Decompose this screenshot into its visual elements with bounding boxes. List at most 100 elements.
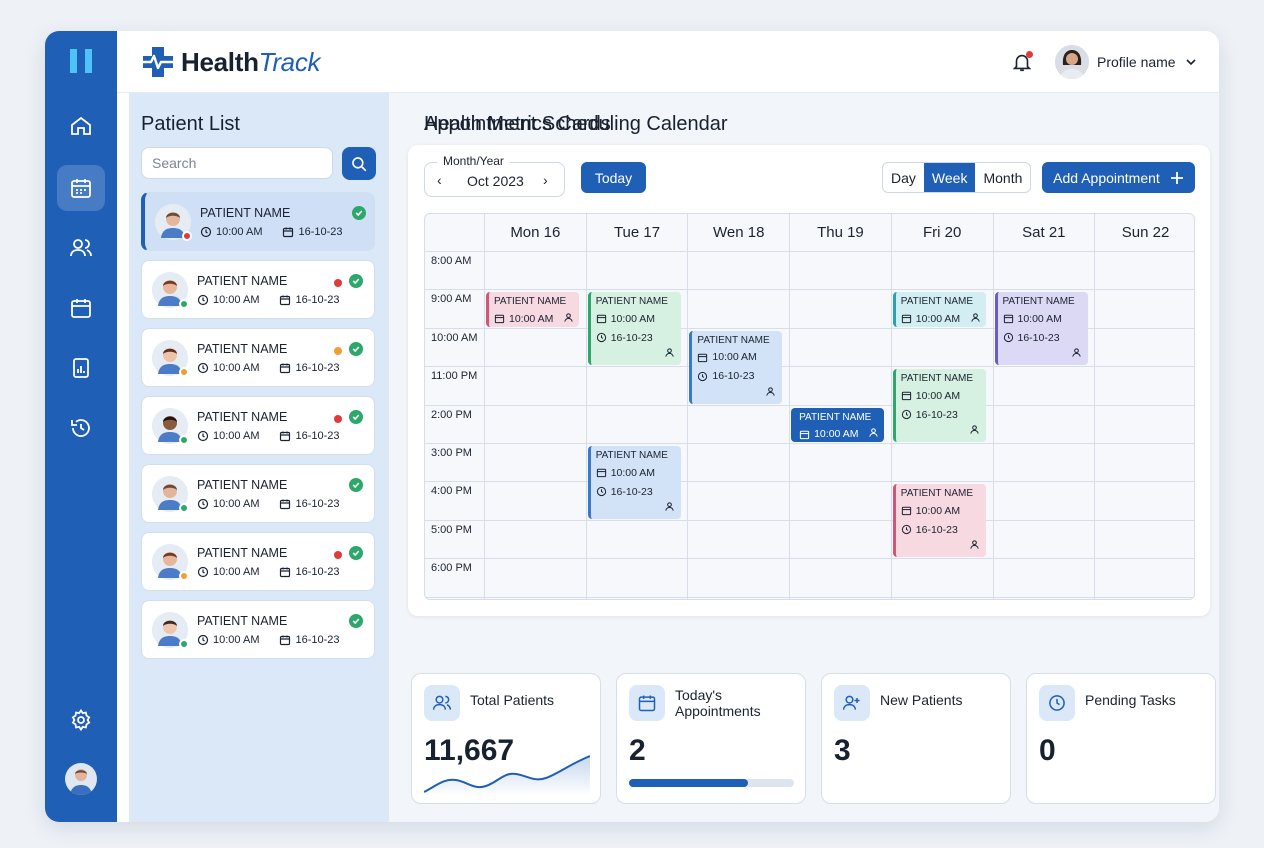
users-icon <box>70 239 92 257</box>
nav-calendar[interactable] <box>57 165 105 211</box>
patient-card[interactable]: PATIENT NAME 10:00 AM 16-10-23 <box>141 328 375 387</box>
patient-meta: 10:00 AM 16-10-23 <box>197 430 340 442</box>
schedule-icon <box>71 299 91 318</box>
clock-icon <box>197 498 209 510</box>
metric-card-pending-tasks[interactable]: Pending Tasks 0 <box>1026 673 1216 804</box>
patient-card[interactable]: PATIENT NAME 10:00 AM 16-10-23 <box>141 260 375 319</box>
check-icon <box>349 410 363 424</box>
person-icon <box>564 313 574 322</box>
metric-value: 3 <box>834 734 851 767</box>
metric-label: New Patients <box>880 692 963 708</box>
view-week-button[interactable]: Week <box>923 163 976 192</box>
grid-column-line <box>687 214 689 599</box>
patient-search-input[interactable] <box>141 147 333 179</box>
metric-card-total-patients[interactable]: Total Patients 11,667 <box>411 673 601 804</box>
appointment-time: 10:00 AM <box>915 389 961 402</box>
grid-column-line <box>992 214 994 599</box>
nav-settings[interactable] <box>57 697 105 743</box>
nav-schedule[interactable] <box>57 285 105 331</box>
patient-avatar <box>152 612 189 649</box>
grid-row-line <box>425 596 1194 598</box>
add-appointment-label: Add Appointment <box>1053 169 1160 186</box>
calendar-icon <box>901 391 911 401</box>
time-label: 9:00 AM <box>431 293 472 306</box>
appointment-time: 10:00 AM <box>610 466 656 479</box>
time-label: 10:00 AM <box>431 331 478 344</box>
patient-name: PATIENT NAME <box>197 410 288 424</box>
patient-avatar <box>152 408 189 445</box>
nav-home[interactable] <box>57 103 105 149</box>
view-day-button[interactable]: Day <box>891 169 916 186</box>
status-indicator <box>179 639 189 649</box>
nav-patients[interactable] <box>57 225 105 271</box>
user-avatar[interactable] <box>65 763 97 795</box>
clock-icon <box>197 294 209 306</box>
patient-card[interactable]: PATIENT NAME 10:00 AM 16-10-23 <box>141 600 375 659</box>
nav-history[interactable] <box>57 405 105 451</box>
day-header[interactable]: Thu 19 <box>789 214 891 251</box>
appointment-block[interactable]: PATIENT NAME 10:00 AM 16-10-23 <box>892 484 986 558</box>
clock-icon <box>596 486 606 497</box>
person-icon <box>665 348 674 357</box>
search-icon <box>352 156 367 171</box>
appointment-block[interactable]: PATIENT NAME 10:00 AM <box>791 407 885 442</box>
appointment-date: 16-10-23 <box>915 408 958 421</box>
history-icon <box>71 419 90 437</box>
calendar-icon <box>799 430 810 439</box>
metric-card-todays-appointments[interactable]: Today's Appointments 2 <box>616 673 806 804</box>
grid-row-line <box>425 558 1194 560</box>
next-month-icon[interactable]: › <box>543 172 548 188</box>
notification-bell[interactable] <box>1011 51 1033 73</box>
patient-card[interactable]: PATIENT NAME 10:00 AM 16-10-23 <box>141 464 375 523</box>
brand[interactable]: HealthTrack <box>141 45 321 79</box>
add-appointment-button[interactable]: Add Appointment <box>1042 162 1195 193</box>
day-header[interactable]: Tue 17 <box>585 214 688 251</box>
appointment-block[interactable]: PATIENT NAME 10:00 AM <box>486 292 579 327</box>
day-header[interactable]: Sun 22 <box>1094 214 1194 251</box>
grid-row-line <box>425 327 1194 329</box>
metric-card-new-patients[interactable]: New Patients 3 <box>821 673 1011 804</box>
day-header[interactable]: Wen 18 <box>687 214 789 251</box>
profile-avatar <box>1055 45 1089 79</box>
appointment-block[interactable]: PATIENT NAME 10:00 AM 16-10-23 <box>994 292 1088 366</box>
view-switcher: Day Week Month <box>882 162 1032 193</box>
metric-label: Today's Appointments <box>675 687 761 719</box>
person-icon <box>970 540 979 549</box>
appointment-date: 16-10-23 <box>295 566 340 578</box>
month-year-picker[interactable]: Month/Year ‹ Oct 2023 › <box>424 154 565 197</box>
patient-card[interactable]: PATIENT NAME 10:00 AM 16-10-23 <box>141 396 375 455</box>
view-month-button[interactable]: Month <box>983 169 1023 186</box>
grid-row-line <box>425 404 1194 406</box>
status-indicator <box>179 571 189 581</box>
appointment-block[interactable]: PATIENT NAME 10:00 AM 16-10-23 <box>892 369 986 442</box>
patient-name: PATIENT NAME <box>200 206 291 220</box>
trend-sparkline <box>424 755 590 796</box>
patient-card[interactable]: PATIENT NAME 10:00 AM 16-10-23 <box>141 192 375 251</box>
profile-menu[interactable]: Profile name <box>1055 45 1198 79</box>
patient-card[interactable]: PATIENT NAME 10:00 AM 16-10-23 <box>141 532 375 591</box>
day-header[interactable]: Sat 21 <box>992 214 1095 251</box>
patient-meta: 10:00 AM 16-10-23 <box>197 566 340 578</box>
appointment-block[interactable]: PATIENT NAME 10:00 AM <box>892 292 986 327</box>
search-button[interactable] <box>342 147 376 180</box>
appointment-time: 10:00 AM <box>712 351 757 364</box>
appointment-block[interactable]: PATIENT NAME 10:00 AM 16-10-23 <box>587 446 681 519</box>
nav-reports[interactable] <box>57 345 105 391</box>
appointment-block[interactable]: PATIENT NAME 10:00 AM 16-10-23 <box>689 330 783 404</box>
calendar-title: Appointment Scheduling Calendar <box>424 113 728 135</box>
appointment-patient-name: PATIENT NAME <box>697 334 770 346</box>
month-year-label: Month/Year <box>437 154 510 168</box>
day-header[interactable]: Fri 20 <box>890 214 993 251</box>
appointment-date: 16-10-23 <box>295 294 340 306</box>
appointment-block[interactable]: PATIENT NAME 10:00 AM 16-10-23 <box>587 292 681 366</box>
week-grid: Mon 16 Tue 17 Wen 18 Thu 19 Fri 20 Sat 21 Sun … <box>424 213 1195 600</box>
grid-column-line <box>585 214 587 599</box>
priority-dot <box>334 279 342 287</box>
calendar-icon <box>71 179 91 198</box>
app-logo-icon[interactable] <box>65 45 97 77</box>
today-button[interactable]: Today <box>581 162 646 193</box>
prev-month-icon[interactable]: ‹ <box>437 172 442 188</box>
day-header[interactable]: Mon 16 <box>484 214 586 251</box>
metric-label: Pending Tasks <box>1085 692 1176 708</box>
reports-icon <box>73 358 89 378</box>
